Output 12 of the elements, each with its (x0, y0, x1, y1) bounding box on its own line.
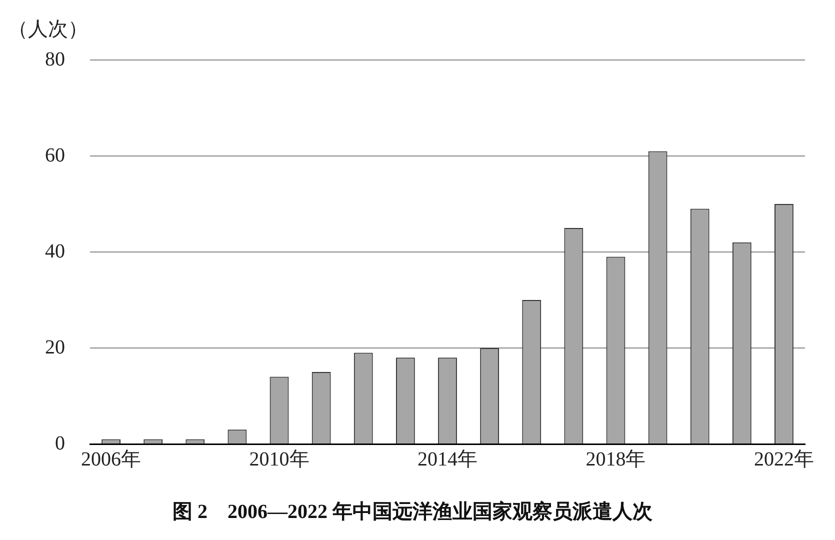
x-tick-label: 2022年 (754, 448, 814, 470)
y-tick-label: 20 (45, 336, 65, 358)
x-tick-label: 2014年 (418, 448, 478, 470)
x-tick-label: 2018年 (586, 448, 646, 470)
y-tick-label: 40 (45, 240, 65, 262)
y-tick-label: 60 (45, 144, 65, 166)
x-tick-label: 2010年 (249, 448, 310, 470)
x-tick-label: 2006年 (81, 448, 142, 470)
y-tick-label: 0 (55, 432, 65, 454)
text: 图 2 2006—2022 年中国远洋渔业国家观察员派遣人次 (172, 500, 654, 524)
y-tick-label: 80 (45, 48, 65, 70)
y-axis-title: （人次） (8, 18, 88, 40)
